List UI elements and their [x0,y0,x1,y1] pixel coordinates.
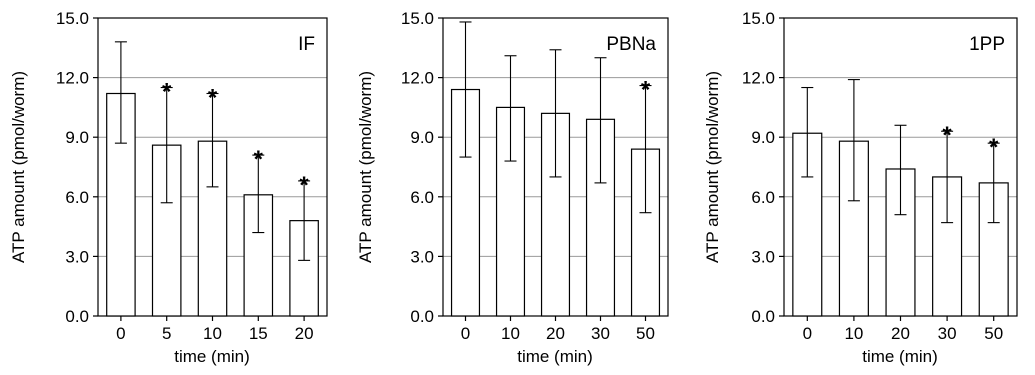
chart-panel-3: 0.0 3.0 6.0 9.0 12.0 15.0 0 10 20 * 30 * 50 1PP time (… [703,9,1018,366]
x-tick-label: 10 [501,324,520,343]
y-tick-label: 12.0 [742,69,775,88]
y-tick-label: 9.0 [410,128,434,147]
significance-marker: * [254,146,264,173]
y-tick-label: 9.0 [65,128,89,147]
y-axis-label: ATP amount (pmol/worm) [9,71,28,263]
x-axis-label: time (min) [174,347,250,366]
y-tick-label: 12.0 [401,69,434,88]
x-tick-label: 15 [249,324,268,343]
x-tick-label: 10 [844,324,863,343]
y-axis-label: ATP amount (pmol/worm) [356,71,375,263]
x-tick-label: 20 [891,324,910,343]
y-tick-label: 12.0 [56,69,89,88]
significance-marker: * [942,122,952,149]
significance-marker: * [299,172,309,199]
chart-panel-2: 0.0 3.0 6.0 9.0 12.0 15.0 0 10 20 30 * 50 PBNa time (… [356,9,669,366]
panel-label: 1PP [969,34,1005,55]
panel-label: IF [298,34,315,55]
y-tick-label: 6.0 [751,188,775,207]
significance-marker: * [989,134,999,161]
x-axis-label: time (min) [517,347,593,366]
chart-panel-1: 0.0 3.0 6.0 9.0 12.0 15.0 0 * 5 * 10 * 15 * 20 IF time (… [9,9,328,366]
significance-marker: * [208,84,218,111]
y-tick-label: 3.0 [410,247,434,266]
x-tick-label: 50 [984,324,1003,343]
panel-label: PBNa [606,34,656,55]
x-tick-label: 30 [591,324,610,343]
x-tick-label: 30 [938,324,957,343]
y-tick-label: 6.0 [65,188,89,207]
x-tick-label: 0 [803,324,812,343]
x-tick-label: 5 [162,324,171,343]
y-tick-label: 15.0 [742,9,775,28]
x-tick-label: 50 [636,324,655,343]
significance-marker: * [641,77,651,104]
y-tick-label: 15.0 [401,9,434,28]
x-tick-label: 0 [116,324,125,343]
significance-marker: * [162,79,172,106]
x-tick-label: 20 [295,324,314,343]
y-tick-label: 3.0 [65,247,89,266]
y-tick-label: 0.0 [410,307,434,326]
x-tick-label: 0 [461,324,470,343]
y-tick-label: 3.0 [751,247,775,266]
x-axis-label: time (min) [862,347,938,366]
y-tick-label: 0.0 [65,307,89,326]
y-tick-label: 6.0 [410,188,434,207]
x-tick-label: 20 [546,324,565,343]
y-tick-label: 15.0 [56,9,89,28]
x-tick-label: 10 [203,324,222,343]
y-tick-label: 9.0 [751,128,775,147]
y-axis-label: ATP amount (pmol/worm) [703,71,722,263]
y-tick-label: 0.0 [751,307,775,326]
